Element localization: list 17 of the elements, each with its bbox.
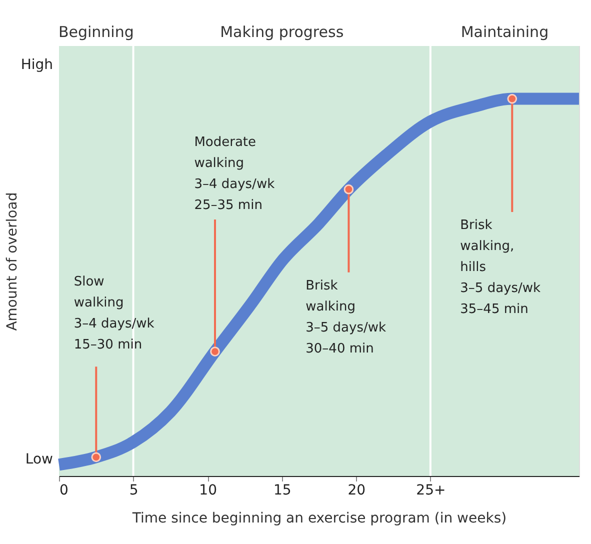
band-label: Making progress: [220, 23, 344, 41]
annotation: Slow walking 3–4 days/wk 15–30 min: [74, 274, 155, 353]
annotation: Moderate walking 3–4 days/wk 25–35 min: [194, 134, 276, 213]
x-tick-label: 10: [199, 482, 217, 498]
annotation: Brisk walking, hills 3–5 days/wk 35–45 min: [460, 218, 542, 317]
annotation: Brisk walking 3–5 days/wk 30–40 min: [306, 278, 386, 356]
text: Low: [25, 451, 53, 468]
x-tick-label: 15: [273, 482, 292, 498]
x-axis-title: Time since beginning an exercise program (in weeks): [131, 510, 507, 526]
x-tick-label: 20: [348, 482, 366, 498]
x-tick-label: 5: [129, 482, 138, 498]
x-tick-label: 25+: [416, 482, 446, 498]
band-label: Beginning: [58, 23, 134, 41]
text: High: [20, 56, 53, 73]
x-tick-label: 0: [60, 482, 68, 498]
y-axis-title: Amount of overload: [4, 192, 20, 331]
band-label: Maintaining: [460, 23, 549, 41]
